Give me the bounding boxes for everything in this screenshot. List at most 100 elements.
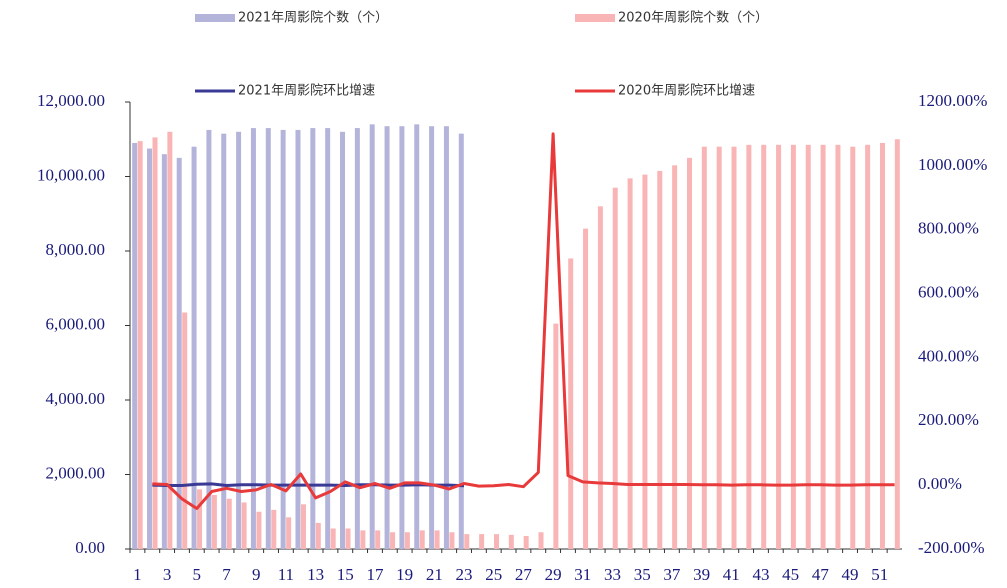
bar [360, 530, 366, 549]
y2-tick-label: 200.00% [918, 410, 979, 429]
bar [414, 124, 420, 549]
bar [508, 534, 514, 549]
bar [161, 154, 167, 549]
legend-swatch [575, 14, 615, 22]
bar [879, 142, 885, 549]
y-tick-label: 8,000.00 [46, 240, 106, 259]
x-tick-label: 39 [693, 565, 710, 584]
bar [152, 137, 158, 549]
y2-tick-label: 400.00% [918, 346, 979, 365]
bar [256, 511, 262, 549]
x-tick-label: 11 [278, 565, 294, 584]
bar [137, 141, 143, 550]
x-tick-label: 3 [163, 565, 172, 584]
bar [375, 530, 381, 549]
y2-tick-label: 1200.00% [918, 91, 987, 110]
x-tick-label: 7 [222, 565, 231, 584]
bar [538, 532, 544, 549]
bar [568, 258, 574, 549]
bar [716, 146, 722, 549]
bar [271, 509, 277, 549]
bar [627, 178, 633, 550]
x-tick-label: 27 [515, 565, 533, 584]
bar [612, 187, 618, 550]
x-tick-label: 19 [396, 565, 413, 584]
bar [493, 534, 499, 549]
x-tick-label: 45 [782, 565, 799, 584]
y-tick-label: 4,000.00 [46, 389, 106, 408]
bar [197, 489, 203, 549]
bar [250, 128, 256, 549]
bar [404, 532, 410, 549]
bar [325, 128, 331, 549]
bar [384, 126, 390, 550]
y2-tick-label: -200.00% [918, 538, 985, 557]
bar [701, 146, 707, 549]
x-tick-label: 25 [485, 565, 502, 584]
x-tick-label: 21 [426, 565, 443, 584]
x-tick-label: 37 [663, 565, 681, 584]
legend-label: 2020年周影院环比增速 [618, 84, 755, 99]
bar [221, 133, 227, 549]
bar [419, 530, 425, 549]
legend-label: 2020年周影院个数（个） [618, 11, 768, 26]
legend-swatch [195, 14, 235, 22]
bar [597, 206, 603, 550]
bar [790, 144, 796, 549]
bar [434, 530, 440, 549]
bar [657, 170, 663, 549]
bar [761, 144, 767, 549]
bar [167, 131, 173, 550]
x-tick-label: 51 [871, 565, 888, 584]
y-tick-label: 0.00 [75, 538, 105, 557]
legend-label: 2021年周影院个数（个） [238, 11, 388, 26]
x-tick-label: 23 [456, 565, 473, 584]
bar [390, 532, 396, 549]
x-tick-label: 5 [193, 565, 202, 584]
x-tick-label: 15 [337, 565, 354, 584]
bar [340, 131, 346, 550]
bar [850, 146, 856, 549]
bar [211, 494, 217, 549]
bar [206, 129, 212, 549]
y-tick-label: 6,000.00 [46, 314, 106, 333]
x-tick-label: 29 [545, 565, 562, 584]
x-tick-label: 49 [842, 565, 859, 584]
bar [369, 124, 375, 549]
bar [449, 532, 455, 549]
bar [479, 534, 485, 549]
y-tick-label: 10,000.00 [37, 165, 105, 184]
bar [191, 146, 197, 549]
bar [443, 126, 449, 550]
x-tick-label: 33 [604, 565, 621, 584]
y2-tick-label: 1000.00% [918, 155, 987, 174]
x-tick-label: 41 [723, 565, 740, 584]
bar [820, 144, 826, 549]
bar [686, 157, 692, 549]
bar [295, 129, 301, 549]
bar [330, 528, 336, 549]
y-tick-label: 2,000.00 [46, 463, 106, 482]
bar [354, 128, 360, 549]
y-tick-label: 12,000.00 [37, 91, 105, 110]
bar [583, 228, 589, 549]
bar [464, 534, 470, 549]
y2-tick-label: 800.00% [918, 219, 979, 238]
legend-label: 2021年周影院环比增速 [238, 84, 375, 99]
x-tick-label: 35 [634, 565, 651, 584]
bar [286, 517, 292, 549]
bar [523, 535, 529, 549]
bar [399, 126, 405, 550]
x-tick-label: 31 [574, 565, 591, 584]
x-tick-label: 1 [133, 565, 142, 584]
bar [776, 144, 782, 549]
bar [310, 128, 316, 549]
x-tick-label: 47 [812, 565, 830, 584]
bar [176, 157, 182, 549]
bar [241, 502, 247, 549]
bar [865, 144, 871, 549]
bar [458, 133, 464, 549]
bar [835, 144, 841, 549]
bar [226, 498, 232, 549]
